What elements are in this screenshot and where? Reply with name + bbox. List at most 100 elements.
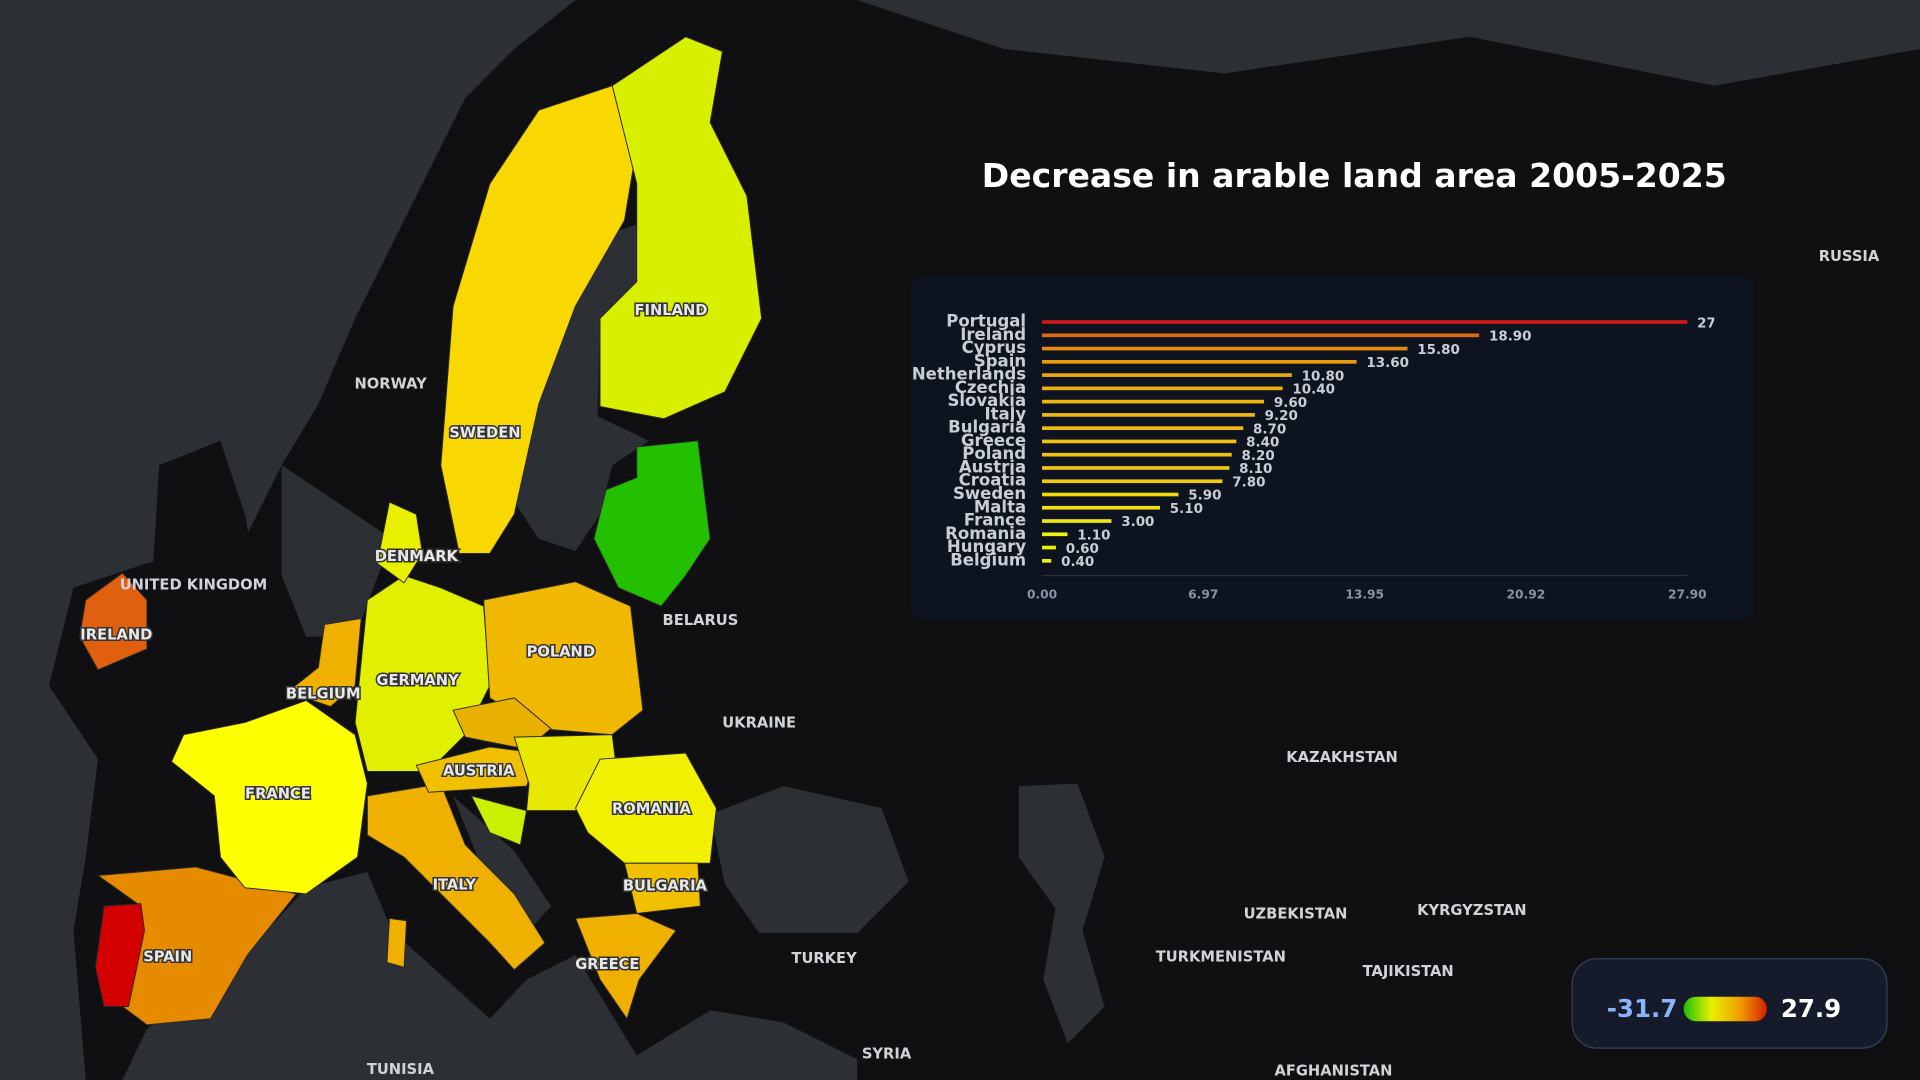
bar — [1042, 333, 1480, 338]
value-label: 10.80 — [1302, 369, 1345, 384]
legend-max: 27.9 — [1781, 994, 1841, 1023]
map-labels: NORWAY SWEDEN FINLAND DENMARK UNITED KINGDOM… — [79, 248, 1880, 1079]
category-label: Portugal — [946, 312, 1026, 331]
x-tick-label: 27.90 — [1668, 588, 1707, 602]
category-label: Bulgaria — [948, 418, 1026, 437]
map-label: DENMARK — [375, 548, 459, 565]
x-tick-label: 6.97 — [1188, 588, 1218, 602]
chart-panel — [911, 276, 1754, 620]
category-label: Cyprus — [962, 338, 1027, 357]
x-tick-label: 0.00 — [1027, 588, 1057, 602]
value-label: 10.40 — [1292, 383, 1335, 398]
category-label: Poland — [962, 444, 1026, 463]
value-label: 13.60 — [1366, 356, 1409, 371]
map-label: GREECE — [575, 956, 639, 973]
map-label: FRANCE — [245, 786, 311, 803]
value-label: 15.80 — [1417, 343, 1460, 358]
value-label: 8.70 — [1253, 422, 1286, 437]
category-label: Malta — [974, 497, 1026, 516]
bar — [1042, 399, 1265, 404]
x-tick-label: 20.92 — [1507, 588, 1546, 602]
bar — [1042, 558, 1052, 563]
value-label: 7.80 — [1232, 475, 1265, 490]
bar — [1042, 346, 1408, 351]
bar — [1042, 532, 1068, 537]
value-label: 0.60 — [1066, 542, 1099, 557]
eu-countries — [79, 36, 763, 1026]
map-label: UKRAINE — [722, 715, 796, 732]
value-label: 9.20 — [1265, 409, 1298, 424]
map-label: BULGARIA — [623, 878, 708, 895]
legend-min: -31.7 — [1607, 994, 1678, 1023]
category-label: Croatia — [959, 471, 1026, 490]
category-label: Greece — [961, 431, 1026, 450]
value-label: 27.90 — [1697, 316, 1740, 331]
category-label: Italy — [984, 404, 1026, 423]
bar — [1042, 360, 1357, 364]
category-label: Austria — [959, 457, 1026, 476]
map-label: KAZAKHSTAN — [1286, 749, 1398, 766]
map-label: RUSSIA — [1819, 248, 1880, 265]
map-label: SPAIN — [143, 949, 192, 966]
bar — [1042, 373, 1292, 377]
category-label: Hungary — [947, 537, 1026, 556]
map-label: SWEDEN — [449, 424, 520, 441]
value-label: 5.10 — [1170, 502, 1203, 517]
map-label: POLAND — [527, 644, 595, 661]
bar — [1042, 519, 1112, 523]
value-label: 9.60 — [1274, 396, 1307, 411]
bar — [1042, 505, 1160, 510]
category-label: Belgium — [950, 550, 1026, 569]
value-label: 5.90 — [1188, 489, 1221, 504]
value-label: 8.10 — [1239, 462, 1272, 477]
category-label: Ireland — [960, 325, 1026, 344]
value-label: 8.20 — [1241, 449, 1274, 464]
value-label: 18.90 — [1489, 330, 1532, 345]
value-label: 1.10 — [1077, 529, 1110, 544]
bar — [1042, 413, 1255, 417]
category-label: Spain — [974, 351, 1026, 370]
map-label: AUSTRIA — [443, 762, 515, 779]
bar — [1042, 426, 1244, 430]
map-label: IRELAND — [80, 627, 152, 644]
map-label: FINLAND — [635, 302, 708, 319]
value-label: 3.00 — [1121, 515, 1154, 530]
map-label: SYRIA — [862, 1045, 912, 1062]
legend-gradient — [1683, 996, 1767, 1022]
category-label: France — [964, 511, 1026, 530]
map-label: UNITED KINGDOM — [120, 576, 268, 593]
bar-chart: 0.00 6.97 13.95 20.92 27.90 Portugal 27.90 Irel… — [912, 312, 1740, 602]
x-tick-label: 13.95 — [1345, 588, 1384, 602]
category-label: Slovakia — [948, 391, 1027, 410]
map-label: BELARUS — [663, 612, 739, 629]
bar — [1042, 320, 1688, 324]
bar — [1042, 439, 1237, 444]
chart-title: Decrease in arable land area 2005-2025 — [982, 156, 1727, 195]
map-label: TURKEY — [791, 950, 857, 967]
map-label: UZBEKISTAN — [1244, 906, 1348, 923]
value-label: 0.40 — [1061, 555, 1094, 570]
map-label: GERMANY — [376, 672, 459, 689]
bar — [1042, 479, 1223, 484]
map-label: KYRGYZSTAN — [1417, 902, 1526, 919]
category-label: Czechia — [955, 378, 1026, 397]
bar — [1042, 545, 1056, 550]
category-label: Romania — [945, 524, 1026, 543]
bar — [1042, 492, 1179, 497]
map-label: AFGHANISTAN — [1274, 1062, 1392, 1079]
bar — [1042, 466, 1230, 470]
bar — [1042, 386, 1283, 391]
map-label: ITALY — [433, 876, 477, 893]
category-label: Sweden — [953, 484, 1026, 503]
map-label: ROMANIA — [612, 800, 692, 817]
map-label: TURKMENISTAN — [1156, 949, 1286, 966]
map-label: TUNISIA — [367, 1061, 435, 1078]
map-label: NORWAY — [354, 375, 427, 392]
value-label: 8.40 — [1246, 436, 1279, 451]
bar — [1042, 452, 1232, 457]
map-label: BELGIUM — [286, 685, 361, 702]
map-label: TAJIKISTAN — [1363, 963, 1454, 980]
